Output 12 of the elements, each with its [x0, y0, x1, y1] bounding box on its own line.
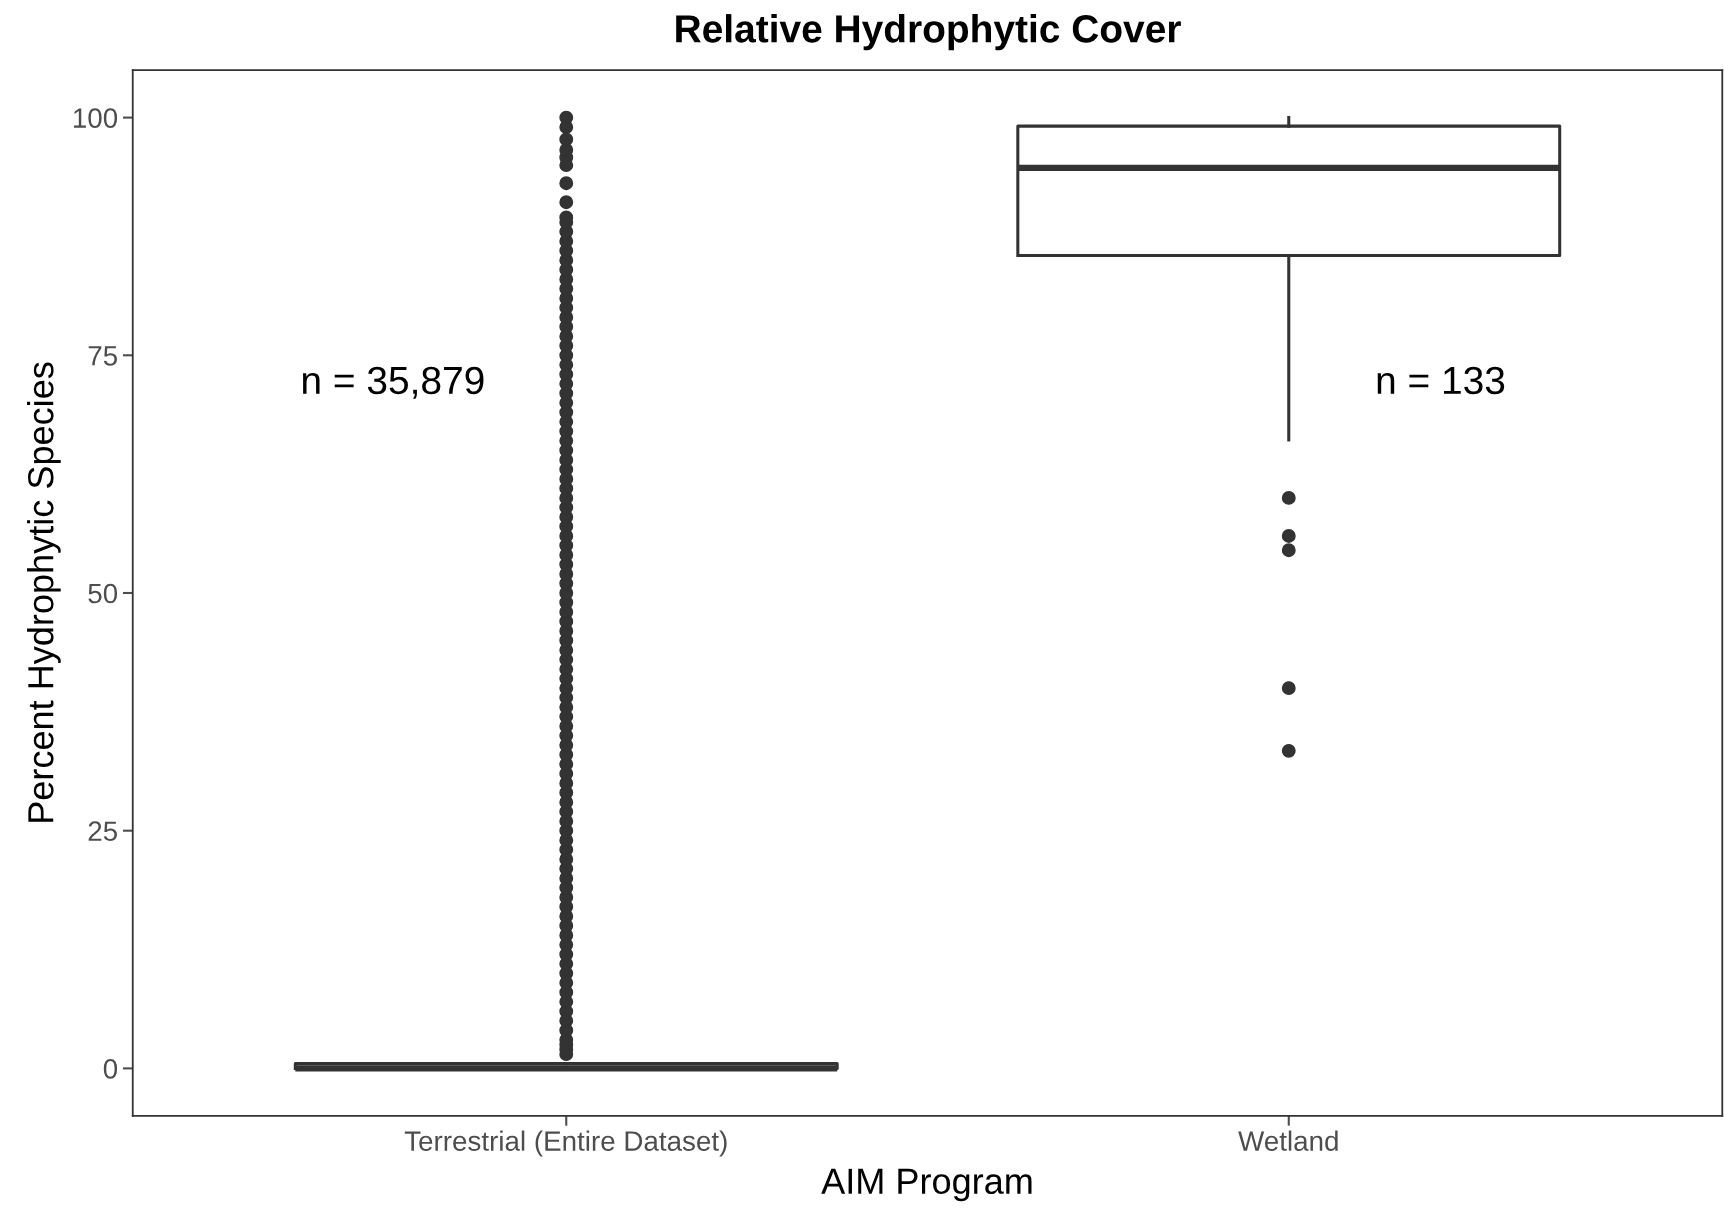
y-tick-label: 100 — [73, 108, 118, 128]
annotation: n = 35,879 — [302, 366, 484, 399]
x-axis-title: AIM Program — [821, 1168, 1032, 1202]
chart-title: Relative Hydrophytic Cover — [676, 14, 1181, 51]
x-tick-label: Terrestrial (Entire Dataset) — [404, 1130, 727, 1157]
annotation: n = 133 — [1377, 366, 1505, 395]
y-tick-label: 75 — [88, 346, 117, 366]
y-axis-title: Percent Hydrophytic Species — [27, 362, 61, 822]
y-tick-label: 25 — [88, 821, 117, 842]
y-tick-label: 0 — [103, 1059, 118, 1079]
x-tick-label: Wetland — [1238, 1130, 1338, 1151]
y-tick-label: 50 — [88, 583, 118, 604]
